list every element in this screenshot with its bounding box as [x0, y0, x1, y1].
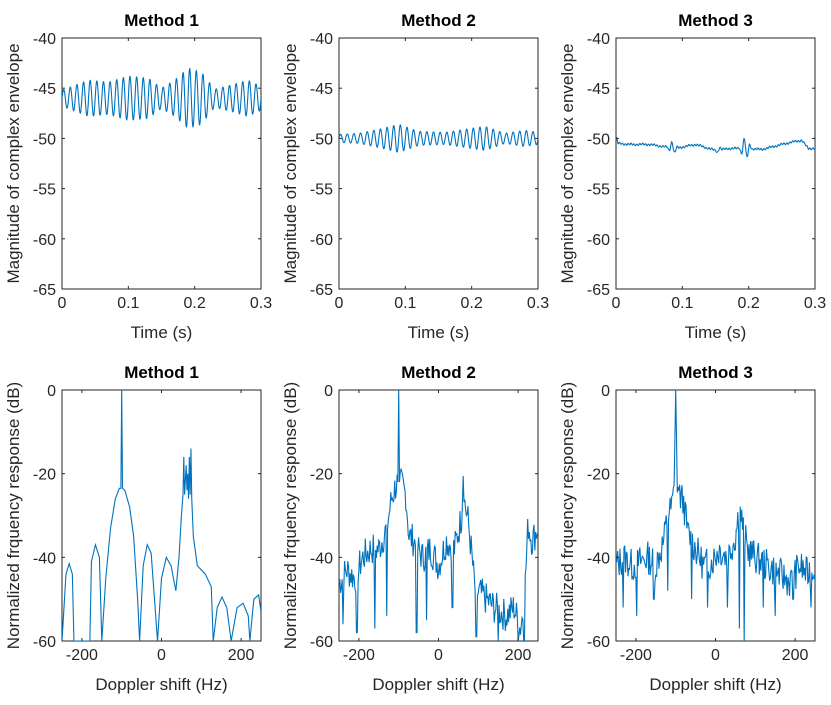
chart-panel-1: 0 0.1 0.2 0.3 -40 -45 -50 -55 -60 -65 Method 1 Time… [4, 11, 272, 342]
chart-panel-5: -200 0 200 0 -20 -40 -60 Method 2 Doppler shift … [281, 363, 539, 694]
x-axis-label: Doppler shift (Hz) [372, 675, 504, 694]
x-tick-label: 0.1 [117, 295, 139, 312]
series-line-1 [62, 390, 261, 641]
y-tick-label: -40 [587, 31, 610, 48]
x-tick-label: -200 [620, 647, 652, 664]
y-tick-label: -40 [33, 550, 56, 567]
chart-panel-2: 0 0.1 0.2 0.3 -40 -45 -50 -55 -60 -65 Method 2 Time… [281, 11, 549, 342]
y-axis-label: Magnitude of complex envelope [4, 43, 23, 283]
y-tick-label: 0 [47, 383, 56, 400]
x-tick-label: 200 [228, 647, 255, 664]
x-tick-label: 0.2 [738, 295, 760, 312]
y-tick-label: -60 [587, 232, 610, 249]
x-tick-label: -200 [66, 647, 98, 664]
chart-panel-4: -200 0 200 0 -20 -40 -60 Method 1 Doppler shift … [4, 363, 262, 694]
y-axis-label: Normalized frquency response (dB) [558, 382, 577, 649]
x-tick-label: 200 [782, 647, 809, 664]
series-line-1 [62, 67, 261, 128]
chart-panel-3: 0 0.1 0.2 0.3 -40 -45 -50 -55 -60 -65 Method 3 Time… [558, 11, 826, 342]
x-tick-label: 0 [711, 647, 720, 664]
plot-area [338, 37, 539, 290]
plot-area [338, 389, 539, 642]
chart-title: Method 1 [124, 363, 199, 382]
y-tick-label: -20 [33, 467, 56, 484]
y-tick-label: -65 [33, 282, 56, 299]
y-tick-label: -60 [33, 634, 56, 651]
plot-area [615, 389, 816, 642]
chart-title: Method 3 [678, 11, 753, 30]
y-tick-label: -50 [587, 131, 610, 148]
series-line-1 [616, 136, 815, 158]
y-tick-label: -55 [587, 182, 610, 199]
chart-title: Method 1 [124, 11, 199, 30]
x-tick-label: 0.2 [184, 295, 206, 312]
plot-area [61, 389, 262, 642]
series-line-1 [339, 124, 538, 153]
y-tick-label: -45 [310, 81, 333, 98]
y-tick-label: -65 [310, 282, 333, 299]
y-tick-label: 0 [324, 383, 333, 400]
y-tick-label: -45 [587, 81, 610, 98]
y-axis-label: Magnitude of complex envelope [281, 43, 300, 283]
y-tick-label: -45 [33, 81, 56, 98]
y-tick-label: 0 [601, 383, 610, 400]
x-tick-label: 0.3 [250, 295, 272, 312]
x-tick-label: 200 [505, 647, 532, 664]
x-tick-label: 0.3 [527, 295, 549, 312]
y-tick-label: -60 [587, 634, 610, 651]
y-tick-label: -50 [310, 131, 333, 148]
plot-area [61, 37, 262, 290]
y-axis-label: Normalized frquency response (dB) [4, 382, 23, 649]
x-tick-label: 0 [58, 295, 67, 312]
y-tick-label: -40 [310, 31, 333, 48]
chart-title: Method 2 [401, 11, 476, 30]
x-tick-label: 0 [434, 647, 443, 664]
x-axis-label: Time (s) [131, 323, 193, 342]
y-tick-label: -60 [310, 634, 333, 651]
x-tick-label: 0 [157, 647, 166, 664]
x-axis-label: Doppler shift (Hz) [649, 675, 781, 694]
x-tick-label: 0 [612, 295, 621, 312]
x-tick-label: 0.1 [394, 295, 416, 312]
y-tick-label: -60 [33, 232, 56, 249]
y-tick-label: -40 [33, 31, 56, 48]
series-line-1 [339, 390, 538, 641]
y-axis-label: Normalized frquency response (dB) [281, 382, 300, 649]
y-tick-label: -55 [33, 182, 56, 199]
x-axis-label: Time (s) [408, 323, 470, 342]
x-axis-label: Doppler shift (Hz) [95, 675, 227, 694]
y-tick-label: -60 [310, 232, 333, 249]
x-tick-label: 0.1 [671, 295, 693, 312]
x-axis-label: Time (s) [685, 323, 747, 342]
chart-title: Method 2 [401, 363, 476, 382]
y-tick-label: -50 [33, 131, 56, 148]
y-tick-label: -20 [310, 467, 333, 484]
chart-panel-6: -200 0 200 0 -20 -40 -60 Method 3 Doppler shift … [558, 363, 816, 694]
y-axis-label: Magnitude of complex envelope [558, 43, 577, 283]
plot-area [615, 37, 816, 290]
x-tick-label: -200 [343, 647, 375, 664]
series-line-1 [616, 390, 815, 641]
chart-title: Method 3 [678, 363, 753, 382]
x-tick-label: 0.3 [804, 295, 826, 312]
y-tick-label: -55 [310, 182, 333, 199]
y-tick-label: -65 [587, 282, 610, 299]
y-tick-label: -40 [310, 550, 333, 567]
x-tick-label: 0 [335, 295, 344, 312]
y-tick-label: -40 [587, 550, 610, 567]
y-tick-label: -20 [587, 467, 610, 484]
x-tick-label: 0.2 [461, 295, 483, 312]
